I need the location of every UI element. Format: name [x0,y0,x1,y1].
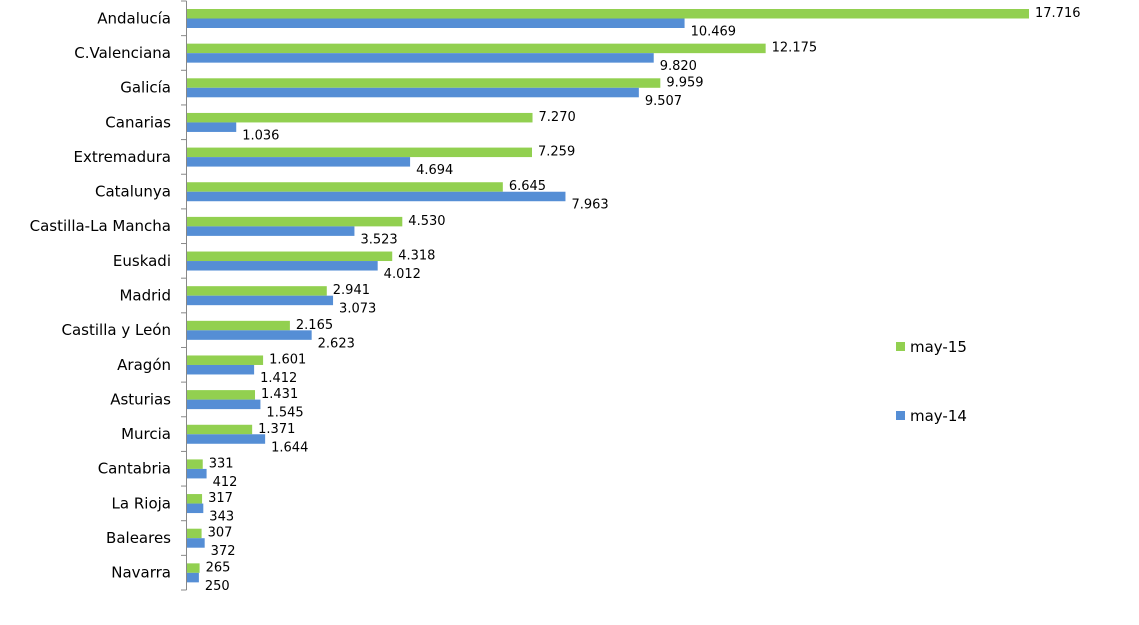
data-label-may-14: 372 [211,544,236,559]
data-label-may-14: 9.507 [645,94,682,109]
bar-may-14 [187,226,355,236]
legend-label-may-15: may-15 [910,338,967,356]
bar-may-15 [187,320,290,331]
data-label-may-14: 343 [209,510,234,525]
data-label-may-15: 4.318 [398,249,435,264]
category-label: Castilla y León [62,321,171,339]
data-label-may-14: 412 [213,475,238,490]
bar-may-15 [187,494,203,504]
bar-may-14 [187,53,654,63]
category-label: Madrid [119,287,171,305]
data-label-may-15: 1.371 [258,422,295,437]
data-label-may-15: 307 [208,526,233,541]
data-label-may-14: 7.963 [571,198,608,213]
data-label-may-14: 4.012 [384,267,421,282]
bar-may-15 [187,78,661,88]
data-label-may-15: 2.941 [333,283,370,298]
data-label-may-14: 1.036 [242,128,279,143]
category-label: Euskadi [113,252,171,270]
category-label: Cantabria [98,460,171,478]
bar-may-14 [187,157,411,167]
bar-may-15 [187,43,766,54]
bar-may-14 [187,434,266,444]
bar-may-14 [187,295,334,306]
category-label: Canarias [105,113,171,131]
bar-may-15 [187,355,264,365]
bar-may-14 [187,261,378,271]
data-label-may-14: 4.694 [416,163,453,178]
bar-may-15 [187,424,253,435]
data-label-may-14: 10.469 [691,25,737,40]
legend-swatch-may-15 [896,342,905,351]
data-label-may-15: 331 [209,456,234,471]
bar-may-14 [187,503,204,514]
bar-may-15 [187,182,503,192]
category-label: Navarra [111,564,171,582]
bar-may-14 [187,87,639,98]
data-label-may-15: 4.530 [408,214,445,229]
bar-may-14 [187,538,205,548]
category-label: Murcia [121,425,171,443]
legend-swatch-may-14 [896,411,905,420]
data-label-may-14: 1.644 [271,440,308,455]
data-label-may-14: 3.523 [360,232,397,247]
data-label-may-15: 1.431 [261,387,298,402]
bar-may-15 [187,147,533,158]
bar-may-14 [187,330,312,340]
category-label: Andalucía [97,9,171,27]
data-label-may-15: 7.259 [538,145,575,160]
category-label: C.Valenciana [74,44,171,62]
bar-may-14 [187,364,255,375]
data-label-may-14: 1.545 [266,406,303,421]
data-label-may-14: 9.820 [660,59,697,74]
bar-may-15 [187,112,533,123]
legend-label-may-14: may-14 [910,407,967,425]
category-label: Aragón [117,356,171,374]
bar-may-14 [187,399,261,410]
bar-may-15 [187,216,403,227]
bar-may-15 [187,286,327,296]
bar-may-15 [187,459,203,469]
bar-may-14 [187,572,199,583]
category-label: Asturias [110,390,171,408]
category-label: Catalunya [95,183,171,201]
category-label: Extremadura [74,148,172,166]
category-label: Galicía [120,79,171,97]
data-label-may-15: 1.601 [269,352,306,367]
bar-may-14 [187,18,685,28]
bar-may-14 [187,191,566,202]
bar-may-15 [187,9,1029,19]
data-label-may-15: 2.165 [296,318,333,333]
category-label: Baleares [106,529,171,547]
data-label-may-15: 7.270 [539,110,576,125]
data-label-may-15: 17.716 [1035,6,1081,21]
bar-may-15 [187,563,200,573]
category-label: Castilla-La Mancha [30,217,171,235]
data-label-may-14: 2.623 [318,336,355,351]
data-label-may-15: 265 [206,560,231,575]
data-label-may-14: 1.412 [260,371,297,386]
bar-may-14 [187,468,207,479]
data-label-may-15: 12.175 [772,41,818,56]
data-label-may-15: 9.959 [666,75,703,90]
bar-may-15 [187,251,393,262]
data-label-may-14: 250 [205,579,230,594]
category-label: La Rioja [112,494,171,512]
bar-may-15 [187,390,256,400]
data-label-may-14: 3.073 [339,302,376,317]
data-label-may-15: 317 [208,491,233,506]
bar-may-14 [187,122,237,132]
bar-may-15 [187,528,202,539]
data-label-may-15: 6.645 [509,179,546,194]
